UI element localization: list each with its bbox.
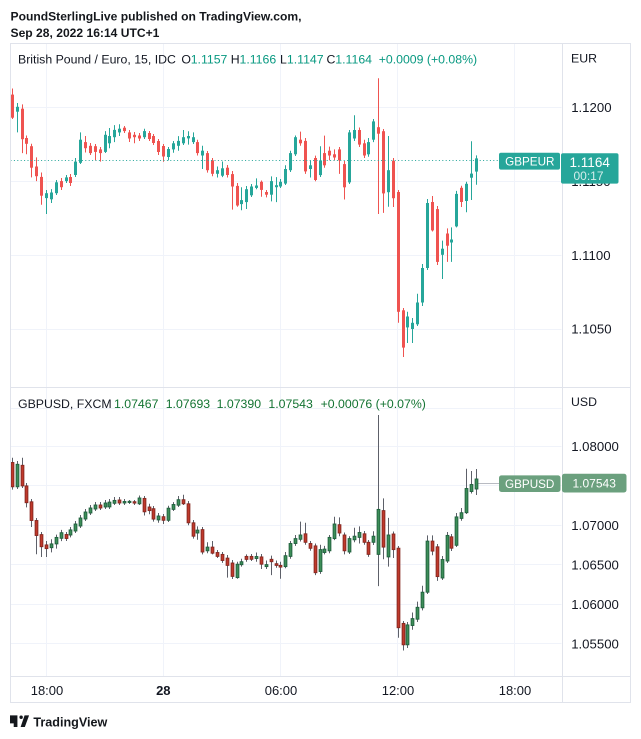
- svg-text:GBPUSD: GBPUSD: [505, 478, 554, 491]
- svg-text:GBPUSD, FXCM: GBPUSD, FXCM: [18, 397, 112, 411]
- svg-text:1.1164: 1.1164: [335, 52, 372, 66]
- svg-text:+0.0009 (+0.08%): +0.0009 (+0.08%): [379, 52, 477, 66]
- svg-text:1.07693: 1.07693: [166, 397, 211, 411]
- svg-text:EUR: EUR: [571, 52, 597, 66]
- svg-text:00:17: 00:17: [573, 169, 603, 183]
- svg-text:1.1100: 1.1100: [571, 248, 610, 263]
- svg-text:06:00: 06:00: [265, 683, 298, 698]
- svg-text:USD: USD: [571, 395, 597, 409]
- svg-text:1.07543: 1.07543: [268, 397, 313, 411]
- svg-text:28: 28: [156, 683, 170, 698]
- svg-text:1.07390: 1.07390: [217, 397, 262, 411]
- svg-text:1.07543: 1.07543: [573, 477, 617, 491]
- svg-text:18:00: 18:00: [31, 683, 64, 698]
- svg-text:C: C: [327, 52, 336, 66]
- svg-text:L: L: [280, 52, 287, 66]
- svg-text:+0.00076 (+0.07%): +0.00076 (+0.07%): [321, 397, 426, 411]
- svg-text:1.1166: 1.1166: [240, 52, 277, 66]
- svg-text:1.08000: 1.08000: [571, 439, 619, 454]
- svg-text:H: H: [231, 52, 240, 66]
- svg-text:1.1157: 1.1157: [191, 52, 228, 66]
- svg-text:1.05500: 1.05500: [571, 637, 619, 652]
- svg-text:1.07000: 1.07000: [571, 518, 619, 533]
- svg-text:TradingView: TradingView: [33, 715, 107, 729]
- svg-text:1.1200: 1.1200: [571, 100, 611, 115]
- svg-text:1.1164: 1.1164: [570, 155, 611, 170]
- svg-text:GBPEUR: GBPEUR: [505, 155, 554, 168]
- svg-text:1.07467: 1.07467: [114, 397, 159, 411]
- svg-text:Sep 28, 2022 16:14 UTC+1: Sep 28, 2022 16:14 UTC+1: [11, 26, 160, 40]
- svg-text:1.1050: 1.1050: [571, 322, 611, 337]
- svg-text:12:00: 12:00: [382, 683, 415, 698]
- svg-text:1.1147: 1.1147: [287, 52, 324, 66]
- svg-text:1.06000: 1.06000: [571, 597, 619, 612]
- svg-text:O: O: [181, 52, 191, 66]
- svg-text:PoundSterlingLive published on: PoundSterlingLive published on TradingVi…: [11, 9, 302, 23]
- svg-text:18:00: 18:00: [499, 683, 532, 698]
- svg-text:British Pound / Euro, 15, IDC: British Pound / Euro, 15, IDC: [18, 52, 176, 66]
- svg-text:1.06500: 1.06500: [571, 557, 619, 572]
